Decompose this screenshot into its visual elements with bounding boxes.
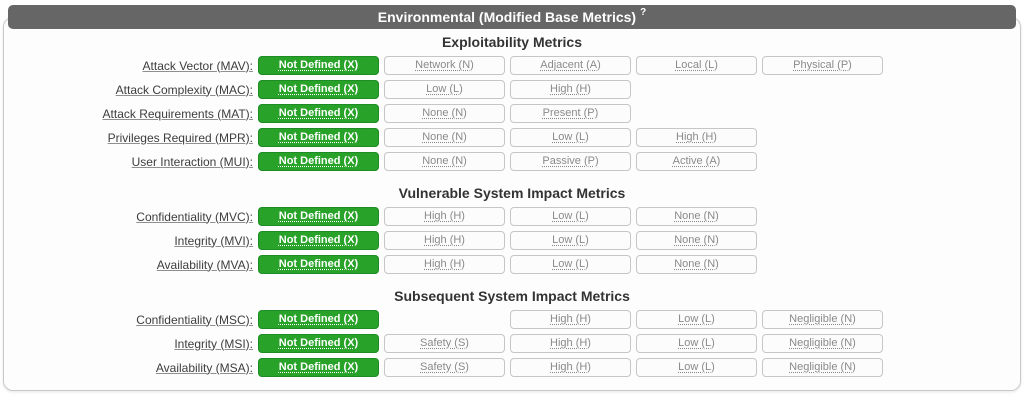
metric-label-text: Attack Complexity (MAC): — [115, 82, 253, 97]
option-not-defined-x-button[interactable]: Not Defined (X) — [258, 255, 379, 274]
option-safety-s-button[interactable]: Safety (S) — [384, 358, 505, 377]
option-low-l-button[interactable]: Low (L) — [510, 231, 631, 250]
option-not-defined-x-button[interactable]: Not Defined (X) — [258, 152, 379, 171]
option-low-l-button[interactable]: Low (L) — [510, 255, 631, 274]
metric-group-exploitability-metrics: Exploitability Metrics Attack Vector (MAV… — [4, 34, 1020, 171]
metric-row-integrity-mvi: Integrity (MVI): Not Defined (X) High (H) L… — [4, 231, 1020, 250]
option-local-l-button[interactable]: Local (L) — [636, 56, 757, 75]
option-not-defined-x-button[interactable]: Not Defined (X) — [258, 104, 379, 123]
group-title: Exploitability Metrics — [441, 34, 583, 50]
metric-row-availability-msa: Availability (MSA): Not Defined (X) Safety… — [4, 358, 1020, 377]
option-high-h-button[interactable]: High (H) — [510, 80, 631, 99]
metric-label-text: Availability (MVA): — [156, 257, 253, 272]
option-negligible-n-button[interactable]: Negligible (N) — [762, 310, 883, 329]
option-low-l-button[interactable]: Low (L) — [636, 310, 757, 329]
option-low-l-button[interactable]: Low (L) — [510, 128, 631, 147]
option-high-h-button[interactable]: High (H) — [384, 231, 505, 250]
option-not-defined-x-button[interactable]: Not Defined (X) — [258, 128, 379, 147]
option-high-h-button[interactable]: High (H) — [384, 207, 505, 226]
metric-group-vulnerable-system-impact-metrics: Vulnerable System Impact Metrics Confiden… — [4, 185, 1020, 274]
metric-row-attack-requirements-mat: Attack Requirements (MAT): Not Defined (X… — [4, 104, 1020, 123]
option-not-defined-x-button[interactable]: Not Defined (X) — [258, 231, 379, 250]
option-negligible-n-button[interactable]: Negligible (N) — [762, 358, 883, 377]
option-negligible-n-button[interactable]: Negligible (N) — [762, 334, 883, 353]
metrics-panel: Exploitability Metrics Attack Vector (MAV… — [3, 17, 1021, 391]
option-physical-p-button[interactable]: Physical (P) — [762, 56, 883, 75]
metric-label: Attack Requirements (MAT): — [4, 107, 253, 121]
option-passive-p-button[interactable]: Passive (P) — [510, 152, 631, 171]
option-network-n-button[interactable]: Network (N) — [384, 56, 505, 75]
metric-row-user-interaction-mui: User Interaction (MUI): Not Defined (X) No… — [4, 152, 1020, 171]
option-low-l-button[interactable]: Low (L) — [636, 358, 757, 377]
metric-label-text: Confidentiality (MVC): — [136, 209, 253, 224]
option-not-defined-x-button[interactable]: Not Defined (X) — [258, 334, 379, 353]
option-low-l-button[interactable]: Low (L) — [384, 80, 505, 99]
metric-label-text: Confidentiality (MSC): — [136, 312, 253, 327]
option-present-p-button[interactable]: Present (P) — [510, 104, 631, 123]
group-title: Vulnerable System Impact Metrics — [398, 185, 626, 201]
metric-row-integrity-msi: Integrity (MSI): Not Defined (X) Safety (S… — [4, 334, 1020, 353]
option-active-a-button[interactable]: Active (A) — [636, 152, 757, 171]
metric-label-text: Integrity (MSI): — [174, 336, 253, 351]
metric-label: Availability (MSA): — [4, 361, 253, 375]
metric-label: Confidentiality (MSC): — [4, 313, 253, 327]
metric-label: User Interaction (MUI): — [4, 155, 253, 169]
metric-label-text: User Interaction (MUI): — [131, 154, 253, 169]
metric-label-text: Integrity (MVI): — [174, 233, 253, 248]
option-high-h-button[interactable]: High (H) — [510, 358, 631, 377]
option-not-defined-x-button[interactable]: Not Defined (X) — [258, 358, 379, 377]
option-not-defined-x-button[interactable]: Not Defined (X) — [258, 80, 379, 99]
metric-label-text: Privileges Required (MPR): — [107, 130, 253, 145]
option-high-h-button[interactable]: High (H) — [636, 128, 757, 147]
metric-label: Privileges Required (MPR): — [4, 131, 253, 145]
option-not-defined-x-button[interactable]: Not Defined (X) — [258, 310, 379, 329]
metric-row-availability-mva: Availability (MVA): Not Defined (X) High (… — [4, 255, 1020, 274]
metric-row-confidentiality-msc: Confidentiality (MSC): Not Defined (X) Hig… — [4, 310, 1020, 329]
option-adjacent-a-button[interactable]: Adjacent (A) — [510, 56, 631, 75]
option-none-n-button[interactable]: None (N) — [636, 207, 757, 226]
metric-row-confidentiality-mvc: Confidentiality (MVC): Not Defined (X) Hig… — [4, 207, 1020, 226]
metric-label: Integrity (MVI): — [4, 234, 253, 248]
metric-label: Availability (MVA): — [4, 258, 253, 272]
option-high-h-button[interactable]: High (H) — [510, 334, 631, 353]
option-high-h-button[interactable]: High (H) — [384, 255, 505, 274]
option-none-n-button[interactable]: None (N) — [384, 128, 505, 147]
option-safety-s-button[interactable]: Safety (S) — [384, 334, 505, 353]
option-none-n-button[interactable]: None (N) — [636, 255, 757, 274]
metric-row-attack-vector-mav: Attack Vector (MAV): Not Defined (X) Netwo… — [4, 56, 1020, 75]
option-low-l-button[interactable]: Low (L) — [510, 207, 631, 226]
option-none-n-button[interactable]: None (N) — [636, 231, 757, 250]
section-title: Environmental (Modified Base Metrics) — [377, 9, 637, 25]
metric-row-privileges-required-mpr: Privileges Required (MPR): Not Defined (X… — [4, 128, 1020, 147]
environmental-metrics-section: Environmental (Modified Base Metrics)? E… — [3, 5, 1021, 391]
option-none-n-button[interactable]: None (N) — [384, 152, 505, 171]
metric-label: Attack Complexity (MAC): — [4, 83, 253, 97]
metric-label-text: Attack Vector (MAV): — [142, 58, 253, 73]
option-none-n-button[interactable]: None (N) — [384, 104, 505, 123]
metric-group-subsequent-system-impact-metrics: Subsequent System Impact Metrics Confiden… — [4, 288, 1020, 377]
section-header-bar: Environmental (Modified Base Metrics)? — [8, 5, 1016, 29]
option-not-defined-x-button[interactable]: Not Defined (X) — [258, 207, 379, 226]
metric-label: Confidentiality (MVC): — [4, 210, 253, 224]
option-low-l-button[interactable]: Low (L) — [636, 334, 757, 353]
metric-label: Attack Vector (MAV): — [4, 59, 253, 73]
group-title: Subsequent System Impact Metrics — [394, 288, 630, 304]
option-not-defined-x-button[interactable]: Not Defined (X) — [258, 56, 379, 75]
option-high-h-button[interactable]: High (H) — [510, 310, 631, 329]
metric-label: Integrity (MSI): — [4, 337, 253, 351]
help-icon[interactable]: ? — [640, 7, 647, 18]
metric-row-attack-complexity-mac: Attack Complexity (MAC): Not Defined (X) L… — [4, 80, 1020, 99]
metric-label-text: Attack Requirements (MAT): — [102, 106, 253, 121]
metric-label-text: Availability (MSA): — [155, 360, 253, 375]
